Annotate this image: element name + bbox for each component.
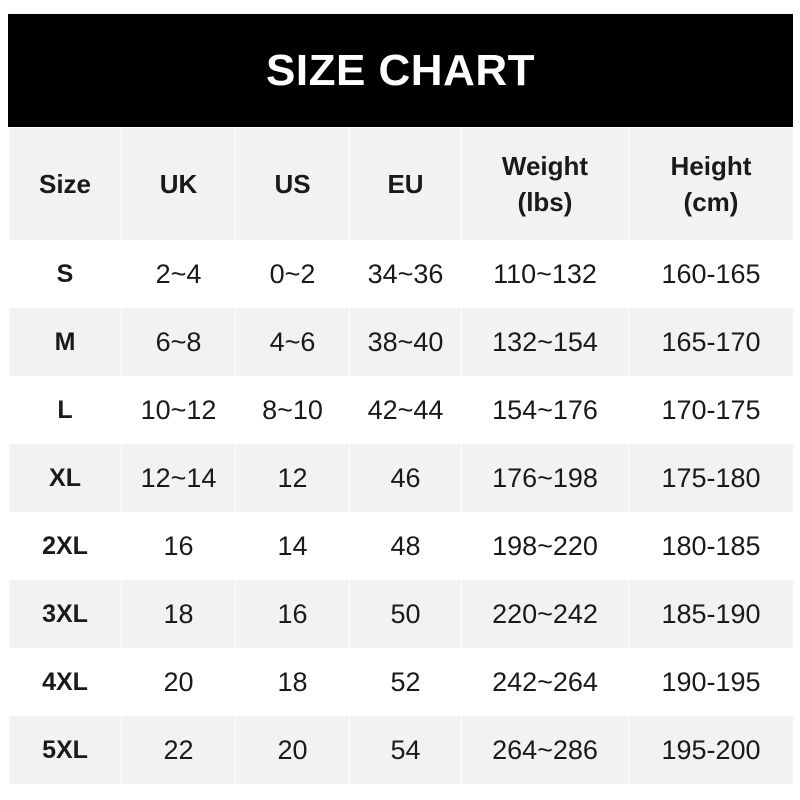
cell-height: 180-185 [628, 512, 794, 580]
cell-size: S [8, 240, 122, 308]
cell-uk: 18 [121, 580, 236, 648]
column-header-size: Size [8, 128, 122, 240]
cell-size: M [8, 308, 122, 376]
cell-height: 170-175 [628, 376, 794, 444]
column-header-height: Height (cm) [628, 128, 794, 240]
cell-eu: 50 [349, 580, 462, 648]
cell-eu: 48 [349, 512, 462, 580]
table-row: 4XL 20 18 52 242~264 190-195 [8, 648, 794, 716]
table-row: XL 12~14 12 46 176~198 175-180 [8, 444, 794, 512]
cell-size: L [8, 376, 122, 444]
cell-weight: 198~220 [461, 512, 629, 580]
column-header-label: UK [159, 169, 198, 199]
column-header-eu: EU [349, 128, 462, 240]
table-row: L 10~12 8~10 42~44 154~176 170-175 [8, 376, 794, 444]
table-row: 3XL 18 16 50 220~242 185-190 [8, 580, 794, 648]
cell-uk: 22 [121, 716, 236, 784]
cell-weight: 220~242 [461, 580, 629, 648]
size-chart-table: Size UK US EU Weight (lbs) Height (cm) S 2~4 0~2 3… [8, 128, 794, 784]
cell-eu: 42~44 [349, 376, 462, 444]
cell-eu: 38~40 [349, 308, 462, 376]
cell-us: 4~6 [235, 308, 350, 376]
cell-us: 14 [235, 512, 350, 580]
cell-us: 18 [235, 648, 350, 716]
column-header-label: Height [670, 151, 752, 181]
cell-height: 165-170 [628, 308, 794, 376]
size-chart-title: SIZE CHART [8, 14, 793, 127]
column-header-label: Weight [501, 151, 589, 181]
cell-height: 185-190 [628, 580, 794, 648]
cell-weight: 132~154 [461, 308, 629, 376]
cell-uk: 16 [121, 512, 236, 580]
cell-us: 20 [235, 716, 350, 784]
cell-us: 16 [235, 580, 350, 648]
cell-uk: 12~14 [121, 444, 236, 512]
table-row: 5XL 22 20 54 264~286 195-200 [8, 716, 794, 784]
column-header-unit: (lbs) [517, 187, 573, 217]
column-header-unit: (cm) [683, 187, 739, 217]
cell-us: 8~10 [235, 376, 350, 444]
column-header-us: US [235, 128, 350, 240]
cell-weight: 154~176 [461, 376, 629, 444]
cell-weight: 110~132 [461, 240, 629, 308]
cell-uk: 6~8 [121, 308, 236, 376]
cell-size: 5XL [8, 716, 122, 784]
cell-height: 160-165 [628, 240, 794, 308]
column-header-label: US [274, 169, 311, 199]
cell-height: 190-195 [628, 648, 794, 716]
cell-eu: 52 [349, 648, 462, 716]
cell-eu: 46 [349, 444, 462, 512]
table-row: 2XL 16 14 48 198~220 180-185 [8, 512, 794, 580]
cell-us: 12 [235, 444, 350, 512]
cell-size: 3XL [8, 580, 122, 648]
header-row: Size UK US EU Weight (lbs) Height (cm) [8, 128, 794, 240]
column-header-weight: Weight (lbs) [461, 128, 629, 240]
column-header-label: EU [387, 169, 424, 199]
cell-weight: 264~286 [461, 716, 629, 784]
cell-uk: 10~12 [121, 376, 236, 444]
table-row: S 2~4 0~2 34~36 110~132 160-165 [8, 240, 794, 308]
cell-uk: 20 [121, 648, 236, 716]
cell-uk: 2~4 [121, 240, 236, 308]
cell-eu: 34~36 [349, 240, 462, 308]
cell-weight: 242~264 [461, 648, 629, 716]
column-header-uk: UK [121, 128, 236, 240]
cell-height: 195-200 [628, 716, 794, 784]
cell-size: 4XL [8, 648, 122, 716]
column-header-label: Size [38, 169, 92, 199]
cell-size: 2XL [8, 512, 122, 580]
cell-height: 175-180 [628, 444, 794, 512]
cell-us: 0~2 [235, 240, 350, 308]
cell-weight: 176~198 [461, 444, 629, 512]
cell-eu: 54 [349, 716, 462, 784]
table-row: M 6~8 4~6 38~40 132~154 165-170 [8, 308, 794, 376]
cell-size: XL [8, 444, 122, 512]
